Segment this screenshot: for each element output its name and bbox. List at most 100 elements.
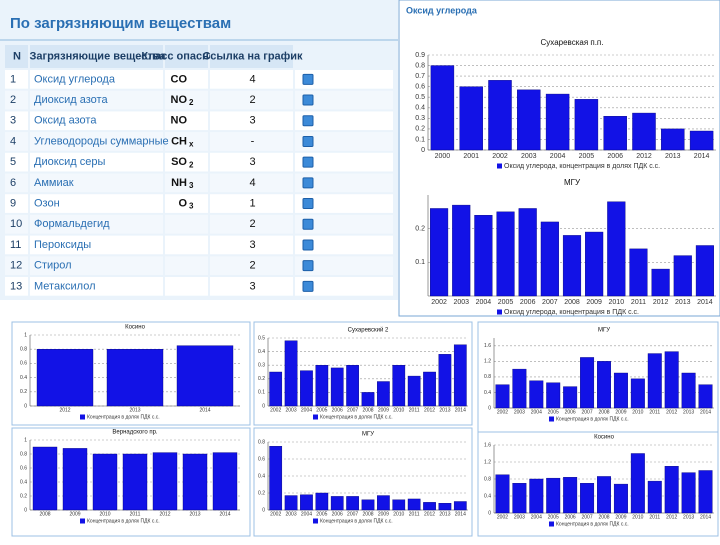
- legend-swatch: [80, 414, 85, 420]
- bar: [330, 496, 344, 511]
- y-tick-label: 0.4: [20, 375, 27, 381]
- y-tick-label: 0.2: [20, 389, 27, 395]
- x-tick-label: 2012: [59, 407, 70, 413]
- x-tick-label: 2014: [219, 511, 230, 517]
- chart-link[interactable]: [302, 218, 314, 230]
- bar: [361, 392, 375, 407]
- cell: [165, 132, 208, 151]
- bar: [630, 378, 645, 409]
- x-tick-label: 2013: [683, 409, 694, 415]
- bar: [176, 345, 234, 407]
- chart-link[interactable]: [302, 115, 314, 127]
- cell: [165, 194, 208, 213]
- chart-title: Косино: [125, 325, 145, 331]
- y-tick-label: 0: [24, 507, 27, 513]
- cell: [5, 235, 28, 255]
- substance-name: Диоксид серы: [34, 156, 106, 168]
- bar: [632, 112, 656, 151]
- bar: [546, 382, 561, 409]
- x-tick-label: 2008: [39, 511, 50, 517]
- y-tick-label: 0.4: [258, 473, 265, 479]
- x-tick-label: 2008: [362, 511, 373, 517]
- cell: [30, 214, 163, 234]
- cell: [165, 90, 208, 110]
- x-tick-label: 2004: [476, 299, 492, 306]
- y-tick-label: 0: [24, 403, 27, 409]
- y-tick-label: 0: [488, 510, 491, 516]
- chart-link[interactable]: [302, 239, 314, 251]
- row-number: 3: [10, 115, 16, 127]
- formula-sub: 2: [189, 160, 194, 169]
- cell: [295, 194, 393, 213]
- chart-link[interactable]: [302, 177, 314, 189]
- substance-name: Оксид углерода: [34, 73, 116, 85]
- x-tick-label: 2012: [653, 299, 669, 306]
- chart-link[interactable]: [302, 260, 314, 272]
- x-tick-label: 2009: [615, 514, 626, 520]
- cell: [210, 132, 293, 151]
- chart-link[interactable]: [302, 135, 314, 147]
- x-tick-label: 2012: [159, 511, 170, 517]
- cell: [30, 152, 163, 172]
- bar: [529, 380, 544, 409]
- substance-name: Формальдегид: [34, 218, 110, 230]
- bar: [269, 446, 283, 511]
- bar: [284, 495, 298, 511]
- legend-swatch: [549, 521, 554, 527]
- cell: [210, 173, 293, 193]
- y-tick-label: 0.8: [20, 347, 27, 353]
- x-tick-label: 2011: [409, 511, 420, 517]
- cell: [30, 90, 163, 110]
- cell: [210, 90, 293, 110]
- hazard-class: 2: [249, 260, 255, 272]
- row-number: 4: [10, 135, 16, 147]
- x-tick-label: 2014: [455, 407, 466, 413]
- cell: [30, 132, 163, 151]
- y-tick-label: 0.6: [415, 84, 425, 91]
- chart-link[interactable]: [302, 94, 314, 106]
- x-tick-label: 2007: [347, 407, 358, 413]
- cell: [295, 70, 393, 89]
- x-tick-label: 2012: [636, 153, 652, 160]
- bar: [563, 386, 578, 409]
- bar: [453, 501, 467, 511]
- x-tick-label: 2004: [301, 511, 312, 517]
- bar: [106, 349, 164, 407]
- x-tick-label: 2005: [579, 153, 595, 160]
- x-tick-label: 2013: [129, 407, 140, 413]
- formula: NH: [171, 177, 187, 189]
- cell: [210, 214, 293, 234]
- bar: [438, 503, 452, 511]
- y-tick-label: 0.4: [415, 105, 425, 112]
- legend-label: Концентрация в долях ПДК с.с.: [87, 518, 160, 524]
- y-tick-label: 0.8: [258, 439, 265, 445]
- chart-link[interactable]: [302, 198, 314, 210]
- x-tick-label: 2010: [393, 407, 404, 413]
- cell: [165, 214, 208, 234]
- chart-link[interactable]: [302, 280, 314, 292]
- chart-link[interactable]: [302, 73, 314, 85]
- chart-link[interactable]: [302, 156, 314, 168]
- x-tick-label: 2002: [431, 299, 447, 306]
- x-tick-label: 2009: [378, 407, 389, 413]
- hazard-class: 1: [249, 197, 255, 209]
- x-tick-label: 2009: [586, 299, 602, 306]
- bar: [698, 470, 713, 514]
- x-tick-label: 2003: [514, 514, 525, 520]
- y-tick-label: 0.2: [415, 126, 425, 133]
- table-title: По загрязняющим веществам: [10, 15, 231, 32]
- x-tick-label: 2011: [649, 514, 660, 520]
- cell: [295, 256, 393, 275]
- bar: [392, 365, 406, 407]
- y-tick-label: 0: [262, 507, 265, 513]
- x-tick-label: 2012: [424, 511, 435, 517]
- header-text: Ссылка на график: [202, 50, 303, 62]
- x-tick-label: 2014: [199, 407, 210, 413]
- bar: [613, 372, 628, 409]
- cell: [5, 111, 28, 131]
- bar: [182, 453, 208, 511]
- x-tick-label: 2010: [609, 299, 625, 306]
- y-tick-label: 0.3: [415, 115, 425, 122]
- row-number: 5: [10, 156, 16, 168]
